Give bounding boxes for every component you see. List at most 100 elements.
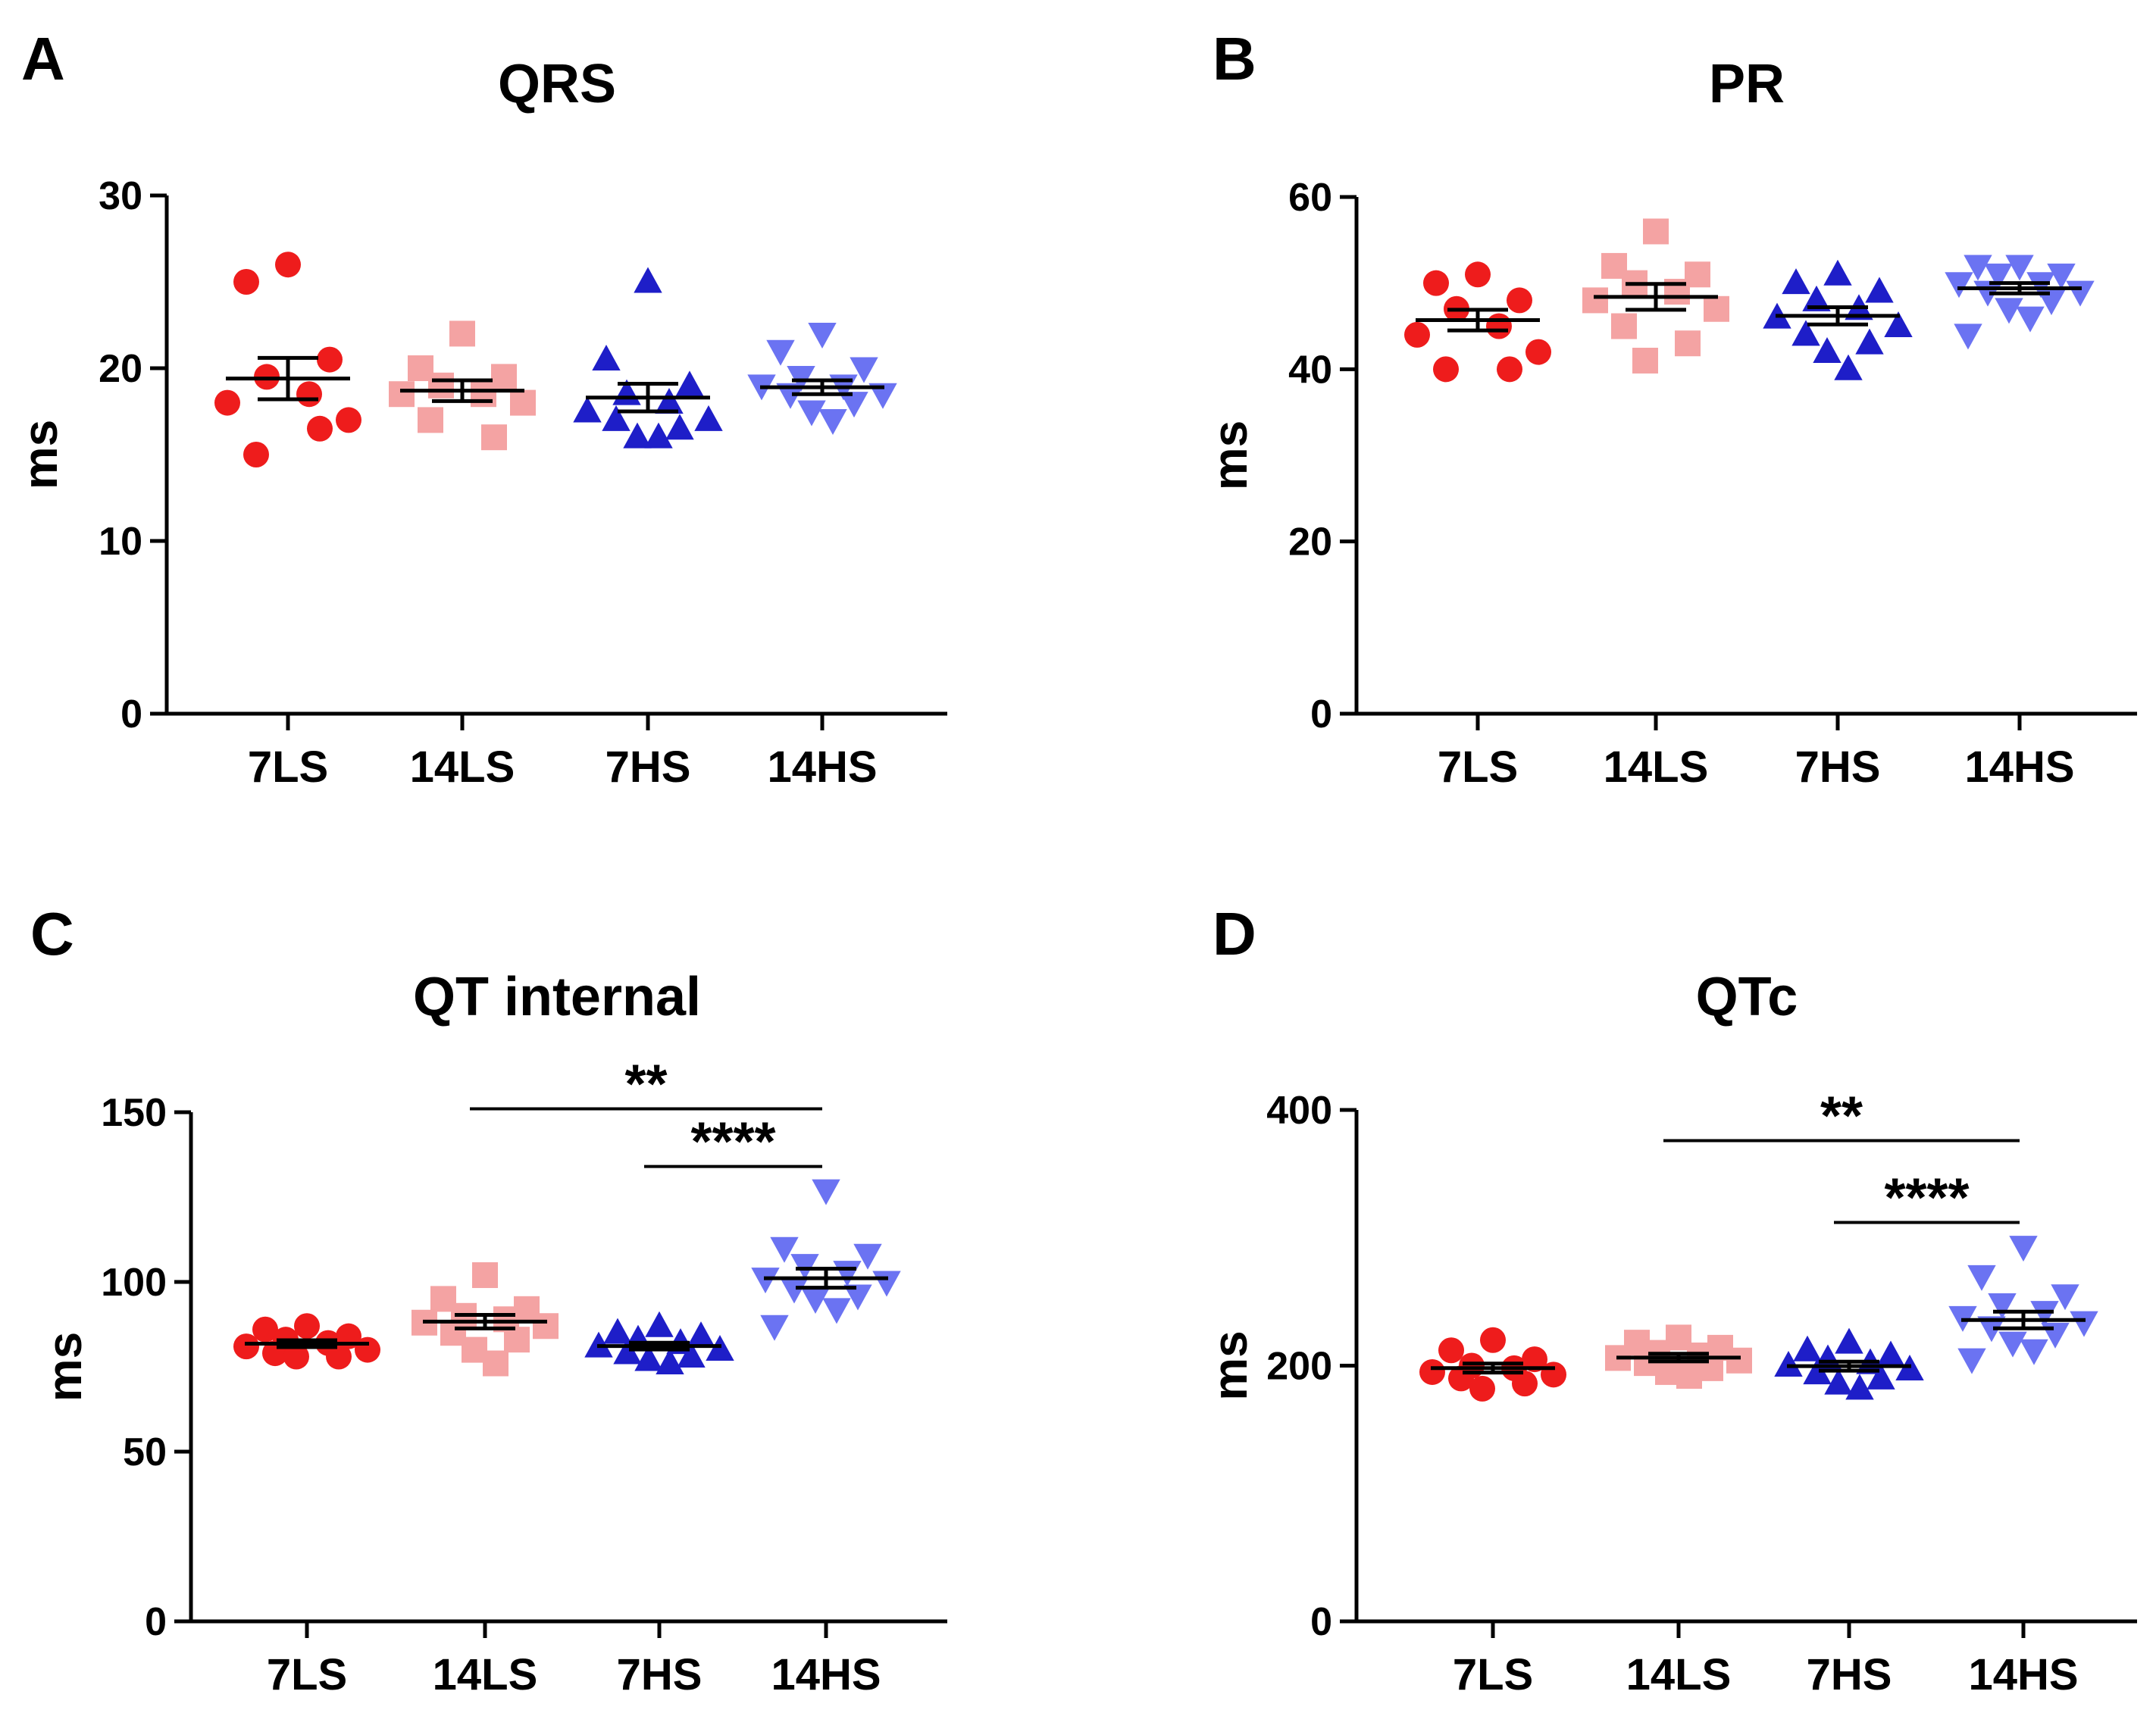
data-point — [1884, 311, 1913, 337]
data-point — [1954, 324, 1982, 350]
series-14LS — [1582, 218, 1729, 374]
data-point — [1823, 259, 1852, 286]
data-point — [1813, 337, 1842, 364]
data-point — [1998, 1331, 2027, 1358]
data-point — [472, 1262, 498, 1289]
data-point — [822, 1298, 851, 1324]
data-point — [751, 1268, 780, 1294]
data-point — [801, 1287, 830, 1314]
chart-title: QTc — [1696, 967, 1798, 1027]
y-tick-label: 0 — [120, 692, 142, 736]
series-7HS — [584, 1311, 734, 1374]
data-point — [665, 414, 694, 440]
x-tick-label: 14LS — [1626, 1650, 1732, 1699]
significance-label: ** — [1820, 1086, 1863, 1147]
series-14HS — [747, 322, 897, 435]
data-point — [808, 322, 837, 349]
panel-B: B PR 0 20 40 60 ms 7LS 14LS 7HS 14HS — [1203, 25, 2137, 792]
data-point — [2037, 289, 2066, 315]
data-point — [1525, 339, 1551, 365]
data-point — [1704, 295, 1729, 322]
data-point — [283, 1343, 309, 1370]
data-point — [603, 1318, 632, 1344]
y-tick-label: 60 — [1288, 176, 1332, 220]
data-point — [613, 1338, 642, 1365]
data-point — [1726, 1347, 1752, 1374]
data-point — [1433, 356, 1459, 383]
data-point — [1793, 1335, 1822, 1361]
data-point — [233, 1333, 259, 1360]
data-point — [1835, 1327, 1863, 1354]
data-point — [2005, 255, 2034, 281]
data-point — [418, 407, 443, 433]
data-point — [573, 396, 602, 423]
data-point — [1964, 255, 1992, 281]
x-tick-label: 7HS — [617, 1650, 702, 1699]
data-point — [2051, 1284, 2079, 1311]
series-14HS — [1948, 1236, 2098, 1374]
data-point — [656, 1348, 684, 1374]
data-point — [504, 1327, 530, 1353]
data-point — [317, 346, 343, 373]
data-point — [2016, 306, 2045, 333]
y-tick-label: 150 — [101, 1091, 167, 1135]
series-14HS — [1945, 255, 2095, 350]
data-point — [2070, 1311, 2098, 1337]
data-point — [355, 1336, 380, 1363]
y-axis-title: ms — [37, 1332, 92, 1402]
data-point — [1988, 1293, 2017, 1320]
data-point — [1676, 1363, 1702, 1389]
data-point — [644, 422, 673, 449]
data-point — [1465, 261, 1491, 288]
data-point — [853, 1243, 882, 1270]
x-tick-label: 7HS — [1807, 1650, 1892, 1699]
data-point — [296, 381, 322, 408]
series-7LS — [214, 252, 361, 467]
data-point — [1404, 321, 1430, 348]
series-14LS — [1605, 1324, 1752, 1389]
data-point — [1967, 1265, 1996, 1291]
data-point — [1632, 347, 1658, 374]
y-tick-label: 20 — [99, 347, 142, 391]
data-point — [389, 381, 415, 408]
y-axis-title: ms — [1203, 420, 1257, 491]
series-14LS — [411, 1262, 559, 1377]
chart-title: PR — [1709, 54, 1785, 114]
y-tick-label: 200 — [1266, 1345, 1332, 1389]
x-tick-label: 7LS — [267, 1650, 347, 1699]
data-point — [1995, 298, 2023, 324]
data-point — [449, 320, 475, 347]
data-point — [1855, 328, 1884, 355]
y-tick-label: 30 — [99, 174, 142, 218]
y-tick-label: 10 — [99, 520, 142, 564]
data-point — [483, 1350, 508, 1377]
y-tick-label: 400 — [1266, 1089, 1332, 1133]
x-tick-label: 14LS — [410, 742, 515, 792]
data-point — [694, 405, 723, 431]
x-tick-label: 14HS — [771, 1650, 881, 1699]
data-point — [1803, 1358, 1832, 1385]
x-tick-label: 14LS — [433, 1650, 538, 1699]
x-tick-label: 14HS — [767, 742, 877, 792]
data-point — [1876, 1340, 1905, 1367]
panel-letter: A — [21, 25, 65, 92]
data-point — [623, 422, 652, 449]
data-point — [1522, 1346, 1547, 1373]
data-point — [252, 1316, 278, 1343]
significance-label: **** — [690, 1112, 775, 1173]
data-point — [1977, 1316, 2006, 1343]
x-tick-label: 14HS — [1964, 742, 2074, 792]
data-point — [602, 405, 631, 431]
data-point — [675, 370, 704, 397]
chart-title: QRS — [498, 54, 616, 114]
data-point — [336, 407, 361, 433]
data-point — [850, 357, 878, 383]
data-point — [1497, 356, 1522, 383]
data-point — [243, 442, 269, 467]
data-point — [1541, 1361, 1566, 1388]
data-point — [1984, 263, 2013, 289]
data-point — [2009, 1236, 2038, 1262]
